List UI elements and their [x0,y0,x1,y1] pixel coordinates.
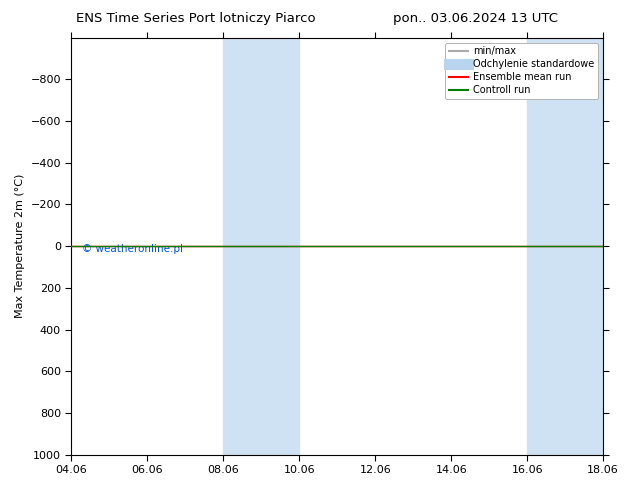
Bar [223,38,299,455]
Text: pon.. 03.06.2024 13 UTC: pon.. 03.06.2024 13 UTC [393,12,558,25]
Text: ENS Time Series Port lotniczy Piarco: ENS Time Series Port lotniczy Piarco [76,12,316,25]
Y-axis label: Max Temperature 2m (°C): Max Temperature 2m (°C) [15,174,25,318]
Legend: min/max, Odchylenie standardowe, Ensemble mean run, Controll run: min/max, Odchylenie standardowe, Ensembl… [445,43,598,99]
Bar [527,38,603,455]
Text: © weatheronline.pl: © weatheronline.pl [82,244,183,254]
